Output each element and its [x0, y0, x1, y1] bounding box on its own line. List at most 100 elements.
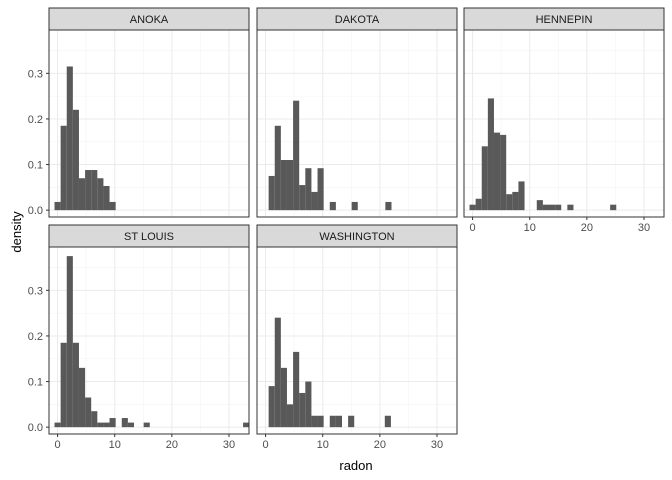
- histogram-bar: [481, 146, 488, 211]
- x-tick-label: 20: [374, 439, 386, 451]
- histogram-bar: [493, 132, 501, 211]
- histogram-bar: [348, 415, 355, 428]
- histogram-bar: [317, 415, 324, 428]
- histogram-bar: [78, 367, 86, 428]
- histogram-bar: [280, 159, 287, 211]
- histogram-bar: [280, 367, 287, 428]
- histogram-bar: [512, 191, 519, 211]
- histogram-bar: [384, 415, 391, 428]
- histogram-bar: [286, 159, 294, 211]
- y-tick-label: 0.3: [28, 68, 43, 80]
- histogram-bar: [385, 201, 392, 211]
- histogram-bar: [555, 204, 562, 211]
- histogram-bar: [311, 415, 318, 428]
- histogram-bar: [109, 201, 116, 211]
- x-tick-label: 20: [166, 439, 178, 451]
- x-tick-label: 0: [470, 222, 476, 234]
- x-tick-label: 30: [431, 439, 443, 451]
- histogram-bar: [311, 191, 318, 211]
- y-axis-title: density: [9, 211, 24, 253]
- histogram-bar: [121, 418, 128, 428]
- histogram-bar: [143, 422, 150, 428]
- histogram-bar: [243, 422, 250, 428]
- histogram-bar: [268, 386, 275, 428]
- x-tick-label: 30: [638, 222, 650, 234]
- histogram-bar: [127, 422, 134, 428]
- histogram-bar: [97, 178, 104, 211]
- y-tick-label: 0.2: [28, 114, 43, 126]
- x-axis-title: radon: [339, 458, 372, 473]
- facet-panel: ST LOUIS 0.0 0.1 0.2 0.3 0 10 20 30: [28, 224, 250, 451]
- x-tick-label: 0: [263, 439, 269, 451]
- facet-strip-label: HENNEPIN: [536, 14, 593, 26]
- histogram-bar: [85, 397, 92, 428]
- histogram-bar: [60, 342, 67, 428]
- facet-panel: DAKOTA: [256, 7, 458, 218]
- histogram-bar: [317, 168, 324, 211]
- x-tick-label: 30: [223, 439, 235, 451]
- histogram-bar: [610, 204, 617, 211]
- x-tick-label: 10: [524, 222, 536, 234]
- histogram-bar: [475, 198, 482, 211]
- x-tick-label: 10: [109, 439, 121, 451]
- histogram-bar: [66, 256, 73, 428]
- histogram-bar: [536, 200, 543, 211]
- facet-strip-label: WASHINGTON: [319, 231, 394, 243]
- facet-strip-label: DAKOTA: [335, 14, 380, 26]
- x-tick-label: 20: [581, 222, 593, 234]
- histogram-bar: [549, 204, 556, 211]
- histogram-bar: [85, 170, 92, 211]
- histogram-bar: [329, 201, 336, 211]
- histogram-bar: [351, 201, 358, 211]
- panel-border: [48, 29, 250, 218]
- facet-panel: WASHINGTON 0 10 20 30: [256, 224, 458, 451]
- panel-background: [257, 247, 457, 434]
- y-tick-label: 0.0: [28, 422, 43, 434]
- histogram-bar: [274, 317, 281, 428]
- facet-panel: ANOKA 0.0 0.1 0.2 0.3: [28, 7, 250, 218]
- x-tick-label: 0: [55, 439, 61, 451]
- y-tick-label: 0.0: [28, 205, 43, 217]
- panel-border: [48, 246, 250, 435]
- histogram-bar: [286, 404, 294, 428]
- histogram-bar: [103, 422, 110, 428]
- histogram-bar: [72, 109, 79, 211]
- panel-border: [256, 246, 458, 435]
- histogram-bar: [293, 100, 300, 211]
- histogram-bar: [487, 98, 494, 211]
- histogram-bar: [293, 351, 300, 428]
- y-tick-label: 0.2: [28, 331, 43, 343]
- histogram-bar: [518, 181, 525, 211]
- panel-border: [256, 29, 458, 218]
- histogram-bar: [567, 204, 574, 211]
- histogram-bar: [66, 66, 73, 211]
- histogram-bar: [54, 201, 61, 211]
- x-tick-label: 10: [317, 439, 329, 451]
- histogram-bar: [109, 418, 116, 428]
- histogram-bar: [335, 415, 342, 428]
- facet-strip-label: ST LOUIS: [124, 231, 174, 243]
- histogram-bar: [60, 125, 67, 211]
- histogram-bar: [274, 125, 281, 211]
- y-tick-label: 0.1: [28, 160, 43, 172]
- y-tick-label: 0.3: [28, 285, 43, 297]
- histogram-bar: [469, 204, 476, 211]
- y-tick-label: 0.1: [28, 377, 43, 389]
- panel-border: [463, 29, 665, 218]
- histogram-bar: [305, 168, 312, 211]
- histogram-bar: [91, 170, 98, 211]
- histogram-bar: [329, 415, 336, 428]
- histogram-bar: [54, 422, 61, 428]
- histogram-bar: [506, 194, 513, 211]
- facet-panel: HENNEPIN 0 10 20 30: [463, 7, 665, 234]
- histogram-bar: [500, 134, 507, 211]
- histogram-bar: [299, 185, 306, 211]
- histogram-bar: [299, 392, 306, 428]
- histogram-bar: [97, 422, 104, 428]
- histogram-bar: [103, 185, 110, 211]
- histogram-bar: [268, 175, 275, 211]
- histogram-bar: [542, 204, 549, 211]
- histogram-bar: [72, 342, 79, 428]
